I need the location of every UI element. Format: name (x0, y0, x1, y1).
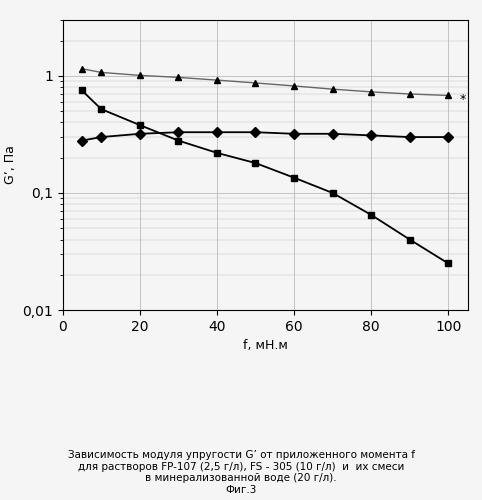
X-axis label: f, мН.м: f, мН.м (242, 340, 288, 352)
0,1% FS 305 (368, 212, 374, 218)
0,1% FS 305  +0,25% FP-107 (330, 86, 335, 92)
0,1% FS 305 (79, 88, 85, 94)
Line: 0,1% FS 305: 0,1% FS 305 (79, 87, 452, 267)
0,1% FS 305  +0,25% FP-107 (445, 92, 451, 98)
Line: 0,1% FS 305  +0,25% FP-107: 0,1% FS 305 +0,25% FP-107 (79, 66, 452, 99)
0,1% FS 305 (445, 260, 451, 266)
0,1% FS 305  +0,25% FP-107 (407, 91, 413, 97)
0,1% FS 305  +0,25% FP-107 (98, 70, 104, 75)
0,1% FS 305  +0,25% FP-107 (137, 72, 143, 78)
0,1% FS 305  +0,25% FP-107 (291, 83, 297, 89)
0,25% FP-107 (330, 131, 335, 137)
0,1% FS 305 (253, 160, 258, 166)
0,1% FS 305  +0,25% FP-107 (253, 80, 258, 86)
Text: *: * (460, 92, 466, 106)
0,1% FS 305  +0,25% FP-107 (214, 77, 220, 83)
0,25% FP-107 (79, 138, 85, 143)
0,25% FP-107 (407, 134, 413, 140)
0,25% FP-107 (137, 131, 143, 137)
0,1% FS 305 (98, 106, 104, 112)
Legend: 0,25% FP-107, 0,1% FS 305, 0,1% FS 305  +0,25% FP-107: 0,25% FP-107, 0,1% FS 305, 0,1% FS 305 +… (33, 344, 449, 366)
0,1% FS 305 (407, 236, 413, 242)
0,1% FS 305  +0,25% FP-107 (175, 74, 181, 80)
0,25% FP-107 (253, 129, 258, 135)
0,1% FS 305 (175, 138, 181, 143)
0,1% FS 305 (137, 122, 143, 128)
0,25% FP-107 (214, 129, 220, 135)
0,1% FS 305  +0,25% FP-107 (79, 66, 85, 72)
0,25% FP-107 (368, 132, 374, 138)
0,25% FP-107 (291, 131, 297, 137)
0,25% FP-107 (98, 134, 104, 140)
Text: Зависимость модуля упругости G’ от приложенного момента f
для растворов FP-107 (: Зависимость модуля упругости G’ от прило… (67, 450, 415, 495)
Y-axis label: G’, Па: G’, Па (4, 146, 17, 184)
0,1% FS 305  +0,25% FP-107 (368, 89, 374, 95)
0,1% FS 305 (330, 190, 335, 196)
0,25% FP-107 (175, 129, 181, 135)
0,1% FS 305 (214, 150, 220, 156)
0,1% FS 305 (291, 174, 297, 180)
0,25% FP-107 (445, 134, 451, 140)
Line: 0,25% FP-107: 0,25% FP-107 (79, 129, 452, 144)
